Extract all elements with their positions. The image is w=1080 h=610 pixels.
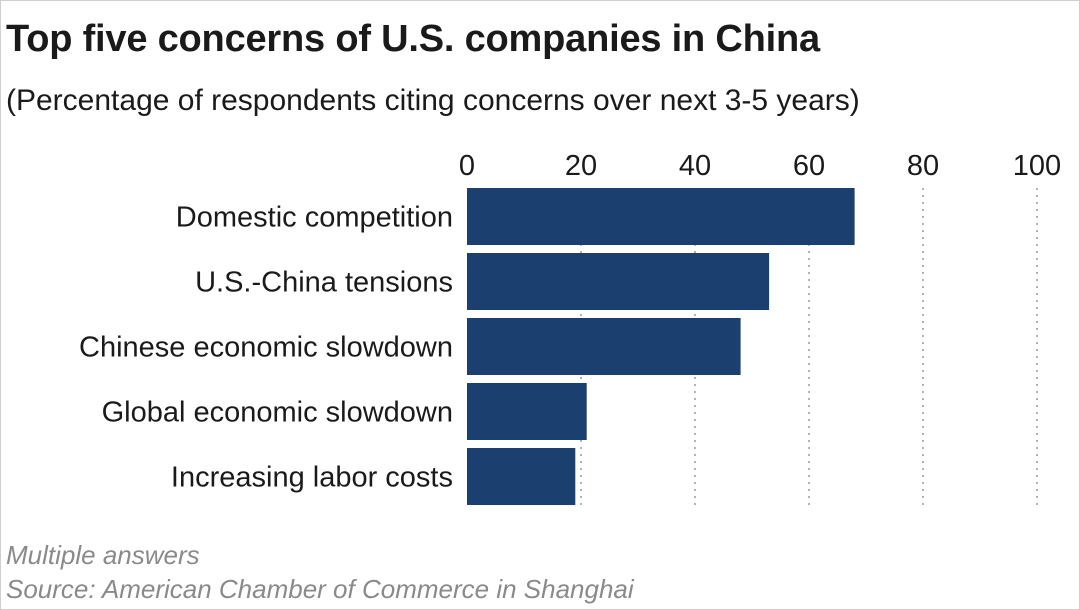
source-note: Source: American Chamber of Commerce in … [6, 574, 634, 604]
bar [467, 318, 741, 375]
bar [467, 188, 855, 245]
x-axis-ticks: 0 20 40 60 80 100 [459, 150, 1061, 182]
category-label: U.S.-China tensions [195, 267, 453, 299]
category-label: Global economic slowdown [102, 397, 453, 429]
category-label: Chinese economic slowdown [79, 332, 453, 364]
bar [467, 253, 770, 310]
bar [467, 448, 576, 505]
category-labels: Domestic competition U.S.-China tensions C… [79, 202, 453, 494]
x-tick-label: 80 [907, 150, 939, 182]
bars [467, 188, 855, 505]
bar [467, 383, 587, 440]
category-label: Increasing labor costs [171, 462, 453, 494]
x-tick-label: 20 [565, 150, 597, 182]
x-tick-label: 100 [1013, 150, 1061, 182]
x-tick-label: 0 [459, 150, 475, 182]
chart-subtitle: (Percentage of respondents citing concer… [6, 84, 860, 117]
chart-title: Top five concerns of U.S. companies in C… [6, 18, 820, 60]
footnote-multiple-answers: Multiple answers [6, 540, 200, 570]
x-tick-label: 60 [793, 150, 825, 182]
x-tick-label: 40 [679, 150, 711, 182]
category-label: Domestic competition [176, 202, 453, 234]
